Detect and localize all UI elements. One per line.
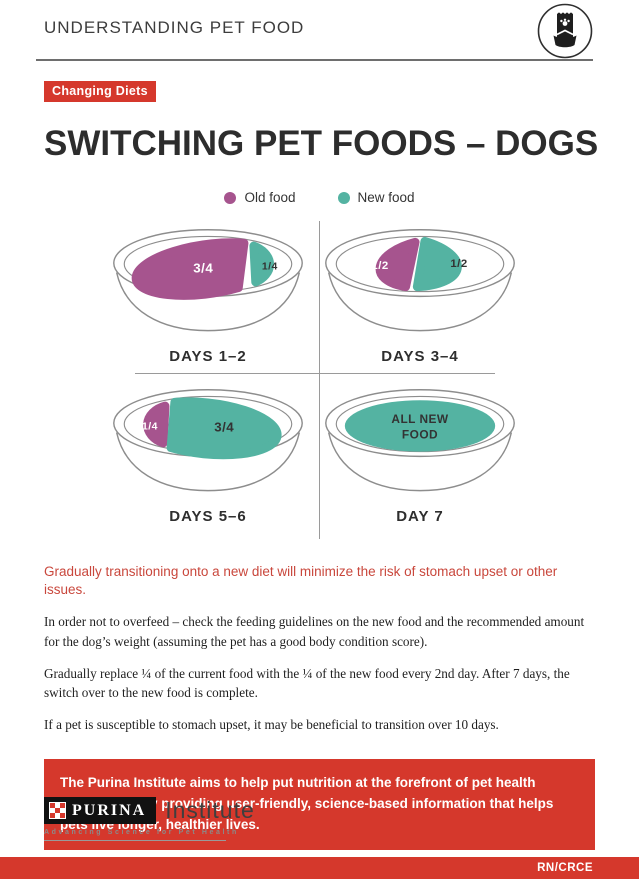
bowl-day-7: ALL NEW FOOD DAY 7: [310, 385, 530, 525]
purina-institute-logo: PURINA Institute Advancing Science for P…: [44, 797, 255, 841]
new-food-dot-icon: [337, 191, 350, 204]
logo-tagline: Advancing Science for Pet Health: [44, 829, 236, 841]
svg-text:ALL NEW: ALL NEW: [391, 412, 449, 426]
bowl-illustration: ALL NEW FOOD: [310, 385, 530, 503]
lead-sentence: Gradually transitioning onto a new diet …: [44, 564, 558, 598]
bowl-caption: DAYS 1–2: [169, 348, 247, 365]
svg-text:3/4: 3/4: [193, 261, 213, 276]
page-title: SWITCHING PET FOODS – DOGS: [44, 124, 599, 163]
bowl-caption: DAYS 5–6: [169, 508, 247, 525]
purina-wordmark-box: PURINA: [44, 797, 157, 824]
bowl-illustration: 1/2 1/2: [310, 225, 530, 343]
bowl-days-3-4: 1/2 1/2 DAYS 3–4: [310, 225, 530, 365]
svg-text:1/4: 1/4: [142, 422, 158, 433]
svg-text:3/4: 3/4: [214, 420, 234, 435]
old-food-dot-icon: [224, 191, 237, 204]
section-badge: Changing Diets: [44, 81, 156, 102]
horizontal-divider: [135, 373, 495, 374]
pet-food-bag-and-bowl-icon: [537, 3, 593, 59]
legend-label: New food: [357, 190, 415, 205]
svg-text:FOOD: FOOD: [402, 427, 438, 441]
bowl-illustration: 3/4 1/4: [98, 225, 318, 343]
bowl-illustration: 1/4 3/4: [98, 385, 318, 503]
body-paragraph: Gradually replace ¼ of the current food …: [44, 665, 570, 700]
body-paragraph: If a pet is susceptible to stomach upset…: [44, 717, 499, 732]
bowl-days-5-6: 1/4 3/4 DAYS 5–6: [98, 385, 318, 525]
bowl-caption: DAYS 3–4: [381, 348, 459, 365]
svg-text:1/2: 1/2: [450, 258, 467, 270]
svg-text:1/4: 1/4: [262, 262, 278, 273]
purina-brand-text: PURINA: [72, 801, 147, 819]
vertical-divider: [319, 221, 320, 539]
transition-diagram: 3/4 1/4 DAYS 1–2 1/2 1/2 DAYS 3–4 1/4 3/4 D…: [0, 221, 639, 541]
body-paragraph: In order not to overfeed – check the fee…: [44, 614, 585, 649]
page-header: UNDERSTANDING PET FOOD: [36, 0, 593, 61]
header-title: UNDERSTANDING PET FOOD: [44, 18, 305, 37]
svg-text:1/2: 1/2: [371, 260, 388, 272]
legend-item-new-food: New food: [337, 190, 415, 205]
document-code: RN/CRCE: [537, 862, 593, 874]
legend: Old food New food: [0, 190, 639, 205]
legend-label: Old food: [244, 190, 296, 205]
bowl-caption: DAY 7: [396, 508, 444, 525]
mission-callout-text: The Purina Institute aims to help put nu…: [60, 775, 554, 832]
bottom-bar: RN/CRCE: [0, 857, 639, 879]
purina-checkerboard-icon: [49, 802, 66, 819]
legend-item-old-food: Old food: [224, 190, 296, 205]
institute-text: Institute: [165, 797, 255, 823]
bowl-days-1-2: 3/4 1/4 DAYS 1–2: [98, 225, 318, 365]
